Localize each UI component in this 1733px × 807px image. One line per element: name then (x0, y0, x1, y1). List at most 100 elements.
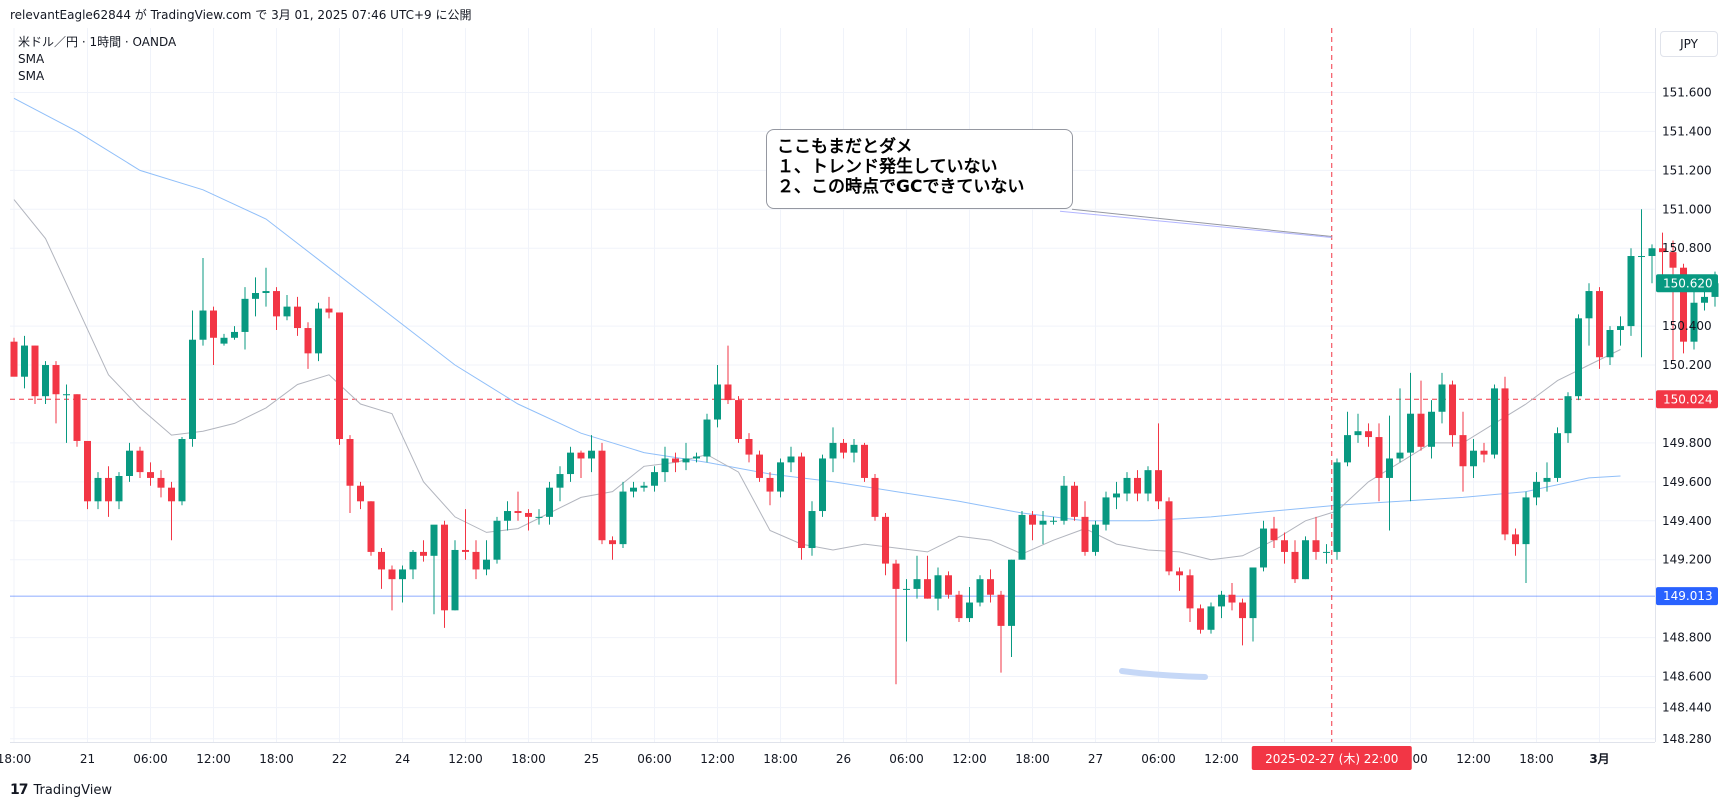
candle (1218, 590, 1225, 619)
candle (640, 481, 648, 492)
candle-body (1092, 524, 1099, 552)
indicator-sma-2[interactable]: SMA (18, 69, 45, 83)
candle-body (430, 524, 438, 556)
time-tick-label: 21 (80, 752, 95, 766)
candle (1092, 520, 1099, 556)
candle-body (1102, 497, 1110, 525)
candle (724, 345, 732, 404)
candle (231, 326, 238, 340)
candle-body (903, 588, 910, 590)
candle (493, 516, 501, 564)
candle-body (1344, 435, 1351, 463)
candle-body (735, 400, 742, 440)
candle (1354, 413, 1362, 443)
candle (1543, 462, 1551, 492)
currency-button[interactable]: JPY (1660, 31, 1718, 57)
candle (31, 345, 39, 404)
candle (21, 335, 28, 389)
candle-body (1249, 567, 1257, 619)
candle-body (1438, 384, 1446, 412)
moving-averages (13, 97, 1621, 561)
candle-body (1050, 520, 1057, 522)
candle (220, 333, 228, 346)
candle (1585, 283, 1593, 346)
candle-body (1627, 256, 1635, 327)
candle (766, 472, 774, 506)
candle (1596, 287, 1603, 369)
candle-body (840, 442, 847, 453)
candle (367, 501, 375, 556)
support-price-badge-label: 149.013 (1663, 589, 1713, 603)
candle (619, 481, 627, 549)
candle (1113, 481, 1120, 510)
candle (966, 586, 973, 622)
candle-body (451, 549, 459, 611)
candle (1270, 516, 1278, 549)
candle (997, 590, 1005, 673)
symbol-title[interactable]: 米ドル／円 · 1時間 · OANDA (18, 35, 177, 49)
candle-body (525, 512, 532, 517)
candle (1533, 472, 1540, 506)
candle-body (819, 458, 826, 512)
candle (987, 569, 994, 603)
candle-body (262, 291, 270, 294)
candle-body (1018, 514, 1026, 560)
price-tick-label: 151.400 (1662, 124, 1712, 138)
candle (514, 491, 522, 521)
candle (1312, 516, 1320, 560)
candle (1638, 209, 1645, 358)
candle (955, 590, 963, 622)
time-tick-label: 12:00 (196, 752, 231, 766)
time-tick-label: 06:00 (889, 752, 924, 766)
candle (1459, 411, 1467, 492)
candle-body (976, 579, 984, 603)
time-tick-label: 3月 (1589, 752, 1609, 766)
candle (42, 361, 49, 404)
current-price-badge (1656, 274, 1718, 293)
candle-body (441, 524, 448, 611)
candle (861, 442, 868, 482)
candle-body (693, 456, 700, 459)
candle (787, 446, 795, 473)
candle-body (189, 339, 196, 440)
candle (577, 450, 585, 478)
candle (504, 501, 511, 531)
candle-body (556, 474, 564, 488)
candle-body (1333, 462, 1341, 552)
candle-body (294, 306, 301, 329)
candle (168, 481, 175, 541)
candle-body (892, 563, 900, 589)
candle-body (1585, 291, 1593, 319)
candle (1008, 559, 1015, 658)
candle-body (168, 487, 175, 502)
candle (556, 466, 564, 502)
candle-body (1071, 485, 1078, 517)
sma-slow-line (13, 97, 1621, 522)
candle (1134, 470, 1141, 502)
candle-body (472, 551, 480, 570)
candle-body (1690, 302, 1698, 342)
candle-body (1449, 384, 1456, 436)
candle (945, 571, 952, 599)
annotation-callout[interactable]: ここもまだとダメ １、トレンド発生していない ２、この時点でGCできていない (766, 129, 1073, 209)
candle-body (1501, 388, 1509, 535)
candle (525, 509, 532, 531)
candle (10, 337, 18, 377)
candle (840, 439, 847, 459)
candle (535, 509, 543, 525)
tradingview-footer: 17 TradingView (10, 782, 112, 798)
candle (241, 287, 249, 350)
candle (262, 267, 270, 307)
candle (409, 549, 417, 580)
candle-body (756, 454, 763, 478)
candle (189, 310, 196, 447)
time-tick-label: 12:00 (1204, 752, 1239, 766)
candle-body (409, 551, 417, 570)
indicator-sma-1[interactable]: SMA (18, 52, 45, 66)
price-tick-label: 149.800 (1662, 436, 1712, 450)
candle (462, 509, 469, 560)
candle-body (210, 310, 217, 338)
candle (1197, 604, 1204, 634)
candle (388, 565, 396, 611)
